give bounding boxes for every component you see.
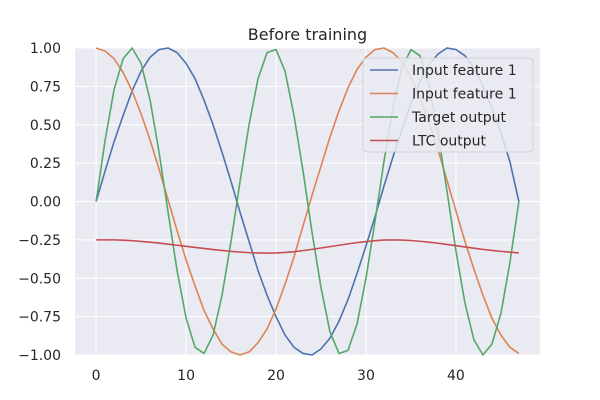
y-tick-label: 0.25 <box>30 156 61 172</box>
y-tick-label: 1.00 <box>30 41 61 57</box>
y-tick-label: 0.75 <box>30 79 61 95</box>
series-line-1 <box>95 47 520 356</box>
x-tick-label: 40 <box>447 368 465 384</box>
legend-label: Input feature 1 <box>412 87 517 103</box>
legend-label: Input feature 1 <box>412 63 517 79</box>
y-tick-label: 0.00 <box>30 195 61 211</box>
x-tick-label: 30 <box>357 368 375 384</box>
legend: Input feature 1 Input feature 1 Target out… <box>362 57 534 153</box>
series-line-3 <box>95 47 520 356</box>
series-line-4 <box>96 239 519 254</box>
y-tick-label: −1.00 <box>18 348 61 364</box>
x-tick-label: 10 <box>177 368 195 384</box>
y-tick-label: −0.75 <box>18 310 61 326</box>
tick-labels: 0 10 20 30 40 −1.00 −0.75 −0.50 −0.25 0.00 0.25 0.5… <box>18 41 465 384</box>
series-lines <box>95 47 520 356</box>
x-tick-label: 0 <box>92 368 101 384</box>
y-tick-label: −0.25 <box>18 233 61 249</box>
chart-title: Before training <box>248 25 367 44</box>
series-line-2 <box>95 47 520 356</box>
legend-label: Target output <box>411 110 506 126</box>
y-tick-label: −0.50 <box>18 271 61 287</box>
legend-label: LTC output <box>412 134 487 150</box>
x-tick-label: 20 <box>267 368 285 384</box>
legend-box <box>362 57 534 153</box>
y-tick-label: 0.50 <box>30 118 61 134</box>
